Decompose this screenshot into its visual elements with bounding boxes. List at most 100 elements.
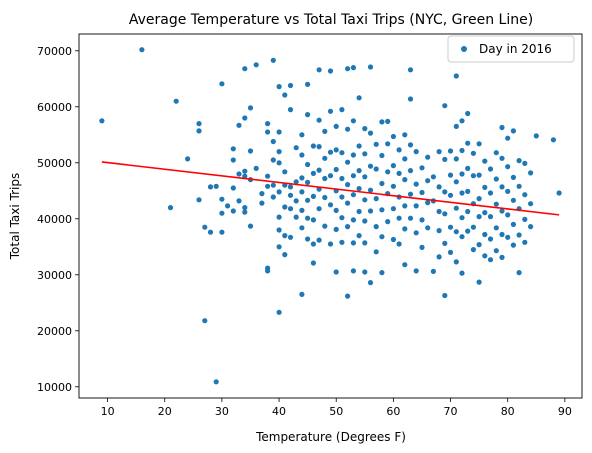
data-point: [305, 236, 310, 241]
data-point: [431, 269, 436, 274]
data-point: [477, 196, 482, 201]
data-point: [379, 207, 384, 212]
data-point: [277, 227, 282, 232]
data-point: [351, 268, 356, 273]
data-point: [454, 229, 459, 234]
data-point: [482, 185, 487, 190]
data-point: [259, 201, 264, 206]
data-point: [311, 217, 316, 222]
data-point: [471, 225, 476, 230]
data-point: [488, 214, 493, 219]
data-point: [505, 136, 510, 141]
data-point: [288, 235, 293, 240]
data-point: [294, 215, 299, 220]
data-point: [265, 184, 270, 189]
data-point: [494, 150, 499, 155]
data-point: [357, 95, 362, 100]
data-point: [299, 189, 304, 194]
data-point: [362, 151, 367, 156]
data-point: [322, 176, 327, 181]
data-point: [522, 192, 527, 197]
data-point: [379, 181, 384, 186]
data-point: [419, 217, 424, 222]
data-point: [99, 118, 104, 123]
data-point: [408, 216, 413, 221]
data-point: [522, 161, 527, 166]
data-point: [288, 206, 293, 211]
data-point: [351, 65, 356, 70]
data-point: [442, 241, 447, 246]
data-point: [339, 240, 344, 245]
data-point: [339, 176, 344, 181]
data-point: [345, 160, 350, 165]
data-point: [345, 201, 350, 206]
data-point: [368, 131, 373, 136]
data-point: [231, 157, 236, 162]
data-point: [374, 142, 379, 147]
data-point: [442, 189, 447, 194]
x-tick-label: 90: [558, 405, 572, 418]
data-point: [339, 150, 344, 155]
data-point: [214, 379, 219, 384]
data-point: [482, 159, 487, 164]
data-point: [391, 134, 396, 139]
data-point: [351, 152, 356, 157]
data-point: [339, 194, 344, 199]
data-point: [299, 132, 304, 137]
data-point: [328, 241, 333, 246]
data-point: [425, 200, 430, 205]
data-point: [231, 185, 236, 190]
x-tick-label: 40: [272, 405, 286, 418]
y-tick-label: 20000: [37, 325, 72, 338]
data-point: [351, 173, 356, 178]
data-point: [402, 226, 407, 231]
data-point: [368, 64, 373, 69]
data-point: [225, 203, 230, 208]
data-point: [419, 245, 424, 250]
data-point: [362, 240, 367, 245]
data-point: [477, 214, 482, 219]
data-point: [482, 210, 487, 215]
data-point: [294, 145, 299, 150]
data-point: [494, 202, 499, 207]
data-point: [517, 158, 522, 163]
data-point: [459, 148, 464, 153]
data-point: [265, 268, 270, 273]
data-point: [499, 156, 504, 161]
y-tick-label: 50000: [37, 157, 72, 170]
data-point: [499, 232, 504, 237]
data-point: [305, 198, 310, 203]
data-point: [351, 217, 356, 222]
data-point: [357, 143, 362, 148]
data-point: [471, 173, 476, 178]
data-point: [505, 189, 510, 194]
data-point: [334, 208, 339, 213]
x-tick-label: 10: [101, 405, 115, 418]
data-point: [282, 169, 287, 174]
data-point: [528, 201, 533, 206]
data-point: [374, 196, 379, 201]
data-point: [277, 149, 282, 154]
data-point: [494, 176, 499, 181]
data-point: [511, 128, 516, 133]
data-point: [362, 269, 367, 274]
chart-title: Average Temperature vs Total Taxi Trips …: [129, 12, 533, 28]
data-point: [219, 197, 224, 202]
data-point: [414, 203, 419, 208]
data-point: [299, 208, 304, 213]
data-point: [345, 182, 350, 187]
data-point: [328, 150, 333, 155]
data-point: [311, 171, 316, 176]
data-point: [208, 230, 213, 235]
data-point: [368, 280, 373, 285]
data-point: [454, 206, 459, 211]
data-point: [271, 157, 276, 162]
y-tick-label: 10000: [37, 381, 72, 394]
data-point: [219, 211, 224, 216]
data-point: [534, 133, 539, 138]
data-point: [368, 164, 373, 169]
data-point: [339, 215, 344, 220]
data-point: [311, 260, 316, 265]
data-point: [557, 190, 562, 195]
data-point: [305, 180, 310, 185]
